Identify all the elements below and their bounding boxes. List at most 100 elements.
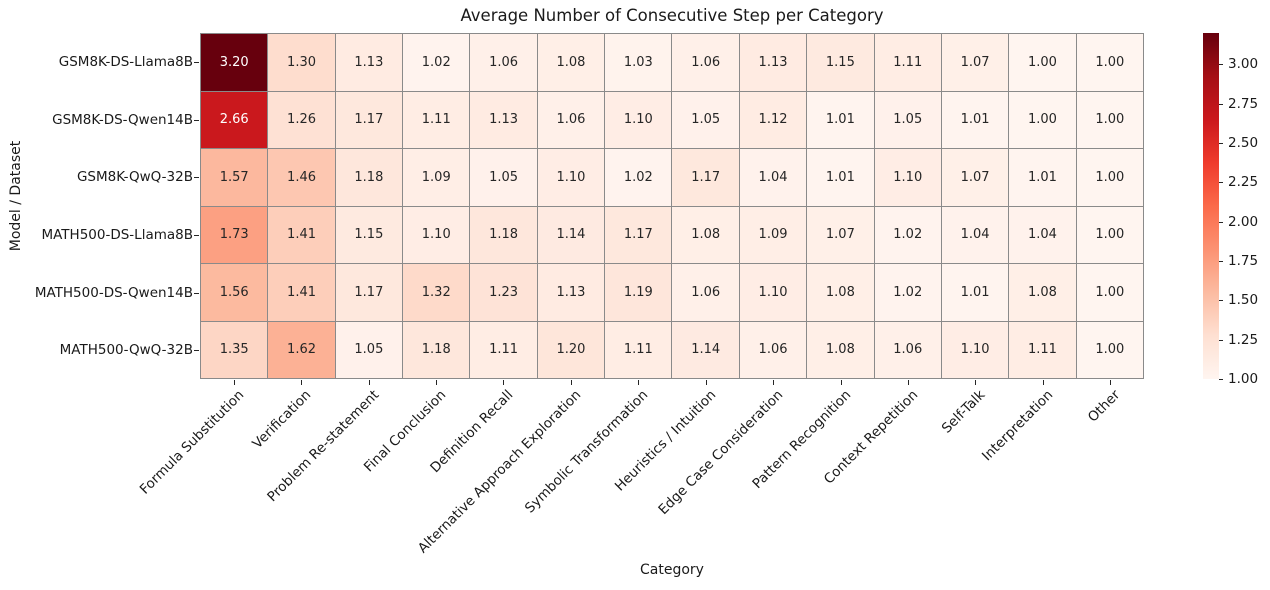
colorbar-tick-label: 1.00	[1228, 371, 1259, 387]
heatmap-cell: 1.13	[739, 34, 807, 91]
heatmap-cell: 1.08	[537, 34, 605, 91]
heatmap-cell: 1.10	[941, 321, 1009, 378]
heatmap-cell: 1.13	[537, 264, 605, 321]
heatmap-cell: 1.13	[470, 91, 537, 148]
heatmap-cell: 1.08	[1009, 264, 1076, 321]
x-tick-mark	[503, 380, 505, 385]
heatmap-cell: 1.12	[739, 91, 807, 148]
heatmap-cell: 1.23	[470, 264, 537, 321]
heatmap-cell: 1.03	[605, 34, 672, 91]
y-tick-label: GSM8K-DS-Llama8B	[58, 53, 193, 70]
heatmap-cell: 1.01	[1009, 149, 1076, 206]
heatmap-cell: 1.57	[201, 149, 268, 206]
heatmap-cell: 1.19	[605, 264, 672, 321]
heatmap-cell: 1.26	[268, 91, 335, 148]
x-tick-mark	[975, 380, 977, 385]
x-axis-label: Category	[640, 562, 704, 578]
heatmap-cell: 1.05	[470, 149, 537, 206]
y-tick-label: MATH500-DS-Llama8B	[41, 226, 193, 243]
colorbar-tick-label: 1.25	[1228, 331, 1259, 348]
colorbar-tick-mark	[1219, 300, 1223, 302]
y-tick-mark	[194, 350, 199, 352]
colorbar-tick-mark	[1219, 261, 1223, 263]
y-tick-mark	[194, 292, 199, 294]
heatmap-cell: 1.00	[1076, 264, 1143, 321]
heatmap-cell: 1.02	[874, 264, 941, 321]
heatmap-cell: 1.06	[537, 91, 605, 148]
colorbar-tick-mark	[1219, 221, 1223, 223]
heatmap-cell: 3.20	[201, 34, 268, 91]
heatmap-cell: 1.32	[403, 264, 470, 321]
colorbar-tick-mark	[1219, 379, 1223, 380]
heatmap-cell: 1.11	[874, 34, 941, 91]
heatmap-cell: 1.10	[537, 149, 605, 206]
heatmap-cell: 1.00	[1009, 34, 1076, 91]
heatmap-cell: 1.06	[470, 34, 537, 91]
x-tick-mark	[301, 380, 303, 385]
heatmap-cell: 1.18	[470, 206, 537, 263]
x-tick-mark	[570, 380, 572, 385]
heatmap-cell: 1.14	[537, 206, 605, 263]
heatmap-grid: 3.20 1.30 1.13 1.02 1.06 1.08 1.03 1.06 1.13 1.15…	[200, 33, 1144, 379]
heatmap-cell: 1.09	[403, 149, 470, 206]
heatmap-cell: 1.00	[1076, 34, 1143, 91]
heatmap-cell: 1.02	[605, 149, 672, 206]
y-tick-label: GSM8K-QwQ-32B	[76, 169, 193, 186]
colorbar-tick-mark	[1219, 143, 1223, 145]
heatmap-cell: 1.08	[672, 206, 739, 263]
heatmap-cell: 1.00	[1076, 321, 1143, 378]
heatmap-cell: 1.01	[807, 91, 874, 148]
heatmap-cell: 1.10	[874, 149, 941, 206]
heatmap-cell: 1.17	[605, 206, 672, 263]
colorbar-tick-label: 1.50	[1228, 292, 1259, 309]
heatmap-cell: 1.10	[739, 264, 807, 321]
heatmap-cell: 1.10	[403, 206, 470, 263]
heatmap-cell: 1.56	[201, 264, 268, 321]
colorbar-tick-label: 2.50	[1228, 135, 1259, 152]
heatmap-cell: 1.01	[941, 91, 1009, 148]
heatmap-cell: 1.01	[807, 149, 874, 206]
heatmap-cell: 1.17	[672, 149, 739, 206]
heatmap-cell: 1.18	[335, 149, 403, 206]
colorbar-tick-label: 2.25	[1228, 174, 1259, 191]
heatmap-cell: 1.30	[268, 34, 335, 91]
chart-title: Average Number of Consecutive Step per C…	[460, 6, 884, 25]
colorbar	[1203, 33, 1219, 379]
heatmap-cell: 1.11	[403, 91, 470, 148]
heatmap-cell: 1.00	[1076, 91, 1143, 148]
heatmap-cell: 1.00	[1076, 206, 1143, 263]
colorbar-tick-mark	[1219, 182, 1223, 184]
x-tick-mark	[436, 380, 437, 385]
x-tick-mark	[908, 380, 909, 385]
heatmap-cell: 1.00	[1009, 91, 1076, 148]
heatmap-cell: 1.07	[807, 206, 874, 263]
colorbar-tick-mark	[1219, 339, 1223, 341]
y-tick-label: MATH500-QwQ-32B	[59, 342, 193, 359]
colorbar-tick-label: 3.00	[1228, 56, 1259, 73]
x-tick-mark	[1110, 380, 1112, 385]
heatmap-cell: 1.06	[739, 321, 807, 378]
heatmap-cell: 1.04	[941, 206, 1009, 263]
y-tick-label: MATH500-DS-Qwen14B	[34, 284, 193, 301]
heatmap-cell: 1.46	[268, 149, 335, 206]
x-tick-mark	[638, 380, 640, 385]
y-tick-label: GSM8K-DS-Qwen14B	[52, 111, 193, 128]
y-tick-mark	[194, 177, 199, 179]
x-tick-mark	[840, 380, 842, 385]
heatmap-cell: 1.05	[874, 91, 941, 148]
heatmap-cell: 1.11	[605, 321, 672, 378]
heatmap-cell: 1.20	[537, 321, 605, 378]
heatmap-cell: 1.15	[335, 206, 403, 263]
y-tick-mark	[194, 234, 199, 236]
heatmap-cell: 1.09	[739, 206, 807, 263]
heatmap-cell: 1.15	[807, 34, 874, 91]
heatmap-cell: 1.08	[807, 321, 874, 378]
heatmap-cell: 1.07	[941, 149, 1009, 206]
heatmap-cell: 1.10	[605, 91, 672, 148]
heatmap-cell: 1.14	[672, 321, 739, 378]
heatmap-cell: 1.13	[335, 34, 403, 91]
colorbar-tick-label: 1.75	[1228, 253, 1259, 270]
heatmap-cell: 1.18	[403, 321, 470, 378]
heatmap-cell: 1.41	[268, 206, 335, 263]
